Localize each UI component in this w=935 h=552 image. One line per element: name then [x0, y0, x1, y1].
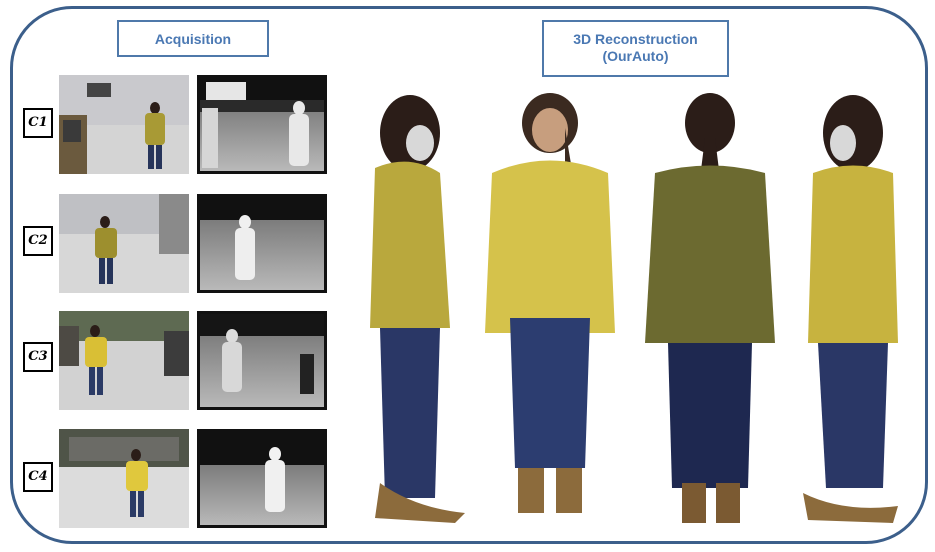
depth-image-c1	[197, 75, 327, 174]
rgb-image-c2	[59, 194, 189, 293]
rgb-image-c1	[59, 75, 189, 174]
reconstruction-header: 3D Reconstruction (OurAuto)	[542, 20, 729, 77]
rgb-image-c4	[59, 429, 189, 528]
camera-label-c1: C1	[23, 108, 53, 138]
camera-label-c3: C3	[23, 342, 53, 372]
rgb-image-c3	[59, 311, 189, 410]
acquisition-header: Acquisition	[117, 20, 269, 57]
reconstruction-side-view-left	[370, 95, 465, 523]
depth-image-c2	[197, 194, 327, 293]
acquisition-label: Acquisition	[154, 31, 232, 47]
camera-label-c2: C2	[23, 226, 53, 256]
reconstruction-sublabel: (OurAuto)	[602, 48, 669, 64]
rounded-panel-frame	[10, 6, 928, 544]
camera-label-c4: C4	[23, 462, 53, 492]
depth-image-c4	[197, 429, 327, 528]
reconstruction-front-view	[485, 93, 615, 513]
reconstruction-side-view-right	[803, 95, 898, 523]
reconstruction-back-view	[645, 93, 775, 523]
reconstruction-label: 3D Reconstruction	[573, 31, 698, 47]
depth-image-c3	[197, 311, 327, 410]
